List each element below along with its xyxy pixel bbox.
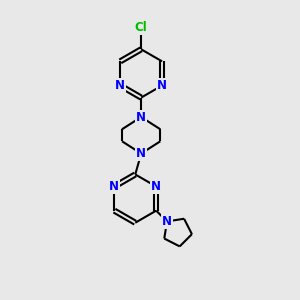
- Text: Cl: Cl: [135, 21, 148, 34]
- Text: N: N: [157, 79, 167, 92]
- Text: N: N: [136, 147, 146, 160]
- Text: N: N: [136, 110, 146, 124]
- Text: N: N: [162, 215, 172, 228]
- Text: N: N: [110, 180, 119, 193]
- Text: N: N: [151, 180, 161, 193]
- Text: N: N: [115, 79, 125, 92]
